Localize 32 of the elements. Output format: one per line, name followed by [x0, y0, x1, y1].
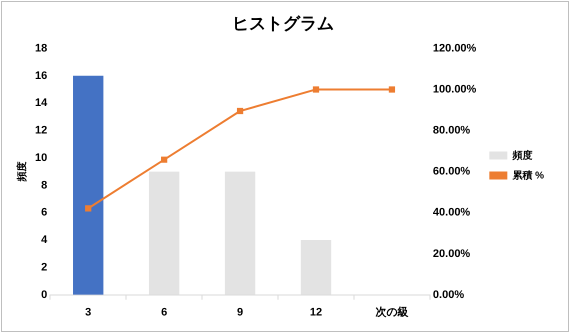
- y-tick-label: 18: [34, 42, 48, 54]
- x-tick-label: 9: [237, 306, 244, 318]
- x-tick-label: 12: [310, 306, 322, 318]
- bar: [73, 76, 104, 295]
- legend-label: 累積 %: [511, 169, 544, 182]
- y-tick-label: 12: [34, 124, 48, 137]
- y2-tick-label: 80.00%: [432, 124, 470, 137]
- point: [388, 86, 396, 93]
- y2-tick-label: 40.00%: [432, 206, 470, 219]
- legend-label: 頻度: [511, 149, 532, 162]
- point: [312, 86, 320, 93]
- y2-tick-label: 20.00%: [432, 248, 470, 260]
- y2-tick-label: 100.00%: [432, 84, 477, 96]
- y-tick-label: 8: [41, 179, 48, 192]
- y2-tick-label: 120.00%: [432, 42, 477, 54]
- y-tick-label: 2: [41, 261, 48, 274]
- point: [236, 108, 244, 114]
- y-tick-label: 0: [41, 288, 48, 301]
- x-tick-label: 次の級: [375, 305, 410, 318]
- y-tick-label: 16: [34, 70, 48, 82]
- y-tick-label: 14: [34, 97, 48, 110]
- chart-title: ヒストグラム: [232, 14, 334, 33]
- y-axis-title: 頻度: [16, 162, 28, 183]
- point: [85, 205, 92, 212]
- x-tick-label: 6: [161, 306, 168, 318]
- y-tick-label: 6: [41, 206, 48, 219]
- y-tick-label: 4: [41, 234, 48, 246]
- point: [161, 156, 168, 163]
- y2-tick-label: 60.00%: [432, 166, 470, 178]
- y2-tick-label: 0.00%: [432, 288, 464, 301]
- y-tick-label: 10: [34, 152, 48, 164]
- x-tick-label: 3: [85, 306, 92, 318]
